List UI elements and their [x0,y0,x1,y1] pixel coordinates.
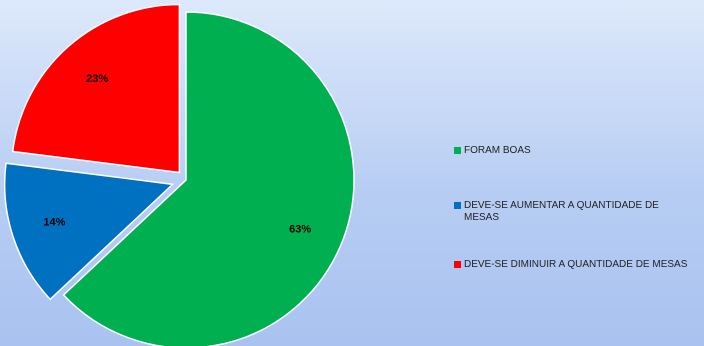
legend-label-aumentar-mesas: DEVE-SE AUMENTAR A QUANTIDADE DE MESAS [464,200,659,223]
legend-item-aumentar-mesas: DEVE-SE AUMENTAR A QUANTIDADE DE MESAS [454,200,679,224]
legend-label-foram-boas: FORAM BOAS [464,145,531,156]
legend-item-diminuir-mesas: DEVE-SE DIMINUIR A QUANTIDADE DE MESAS [454,259,704,271]
legend: FORAM BOAS DEVE-SE AUMENTAR A QUANTIDADE… [454,0,704,346]
legend-item-foram-boas: FORAM BOAS [454,145,704,157]
legend-swatch-diminuir-mesas [454,261,461,268]
legend-swatch-aumentar-mesas [454,202,461,209]
pie-chart: 63% 14% 23% [3,3,355,346]
data-label-aumentar-mesas: 14% [43,217,65,229]
pie-slice-foram-boas [62,11,355,346]
data-label-foram-boas: 63% [289,223,311,235]
pie-slice-diminuir-mesas [11,3,181,174]
legend-swatch-foram-boas [454,147,461,154]
data-label-diminuir-mesas: 23% [86,73,108,85]
pie-slice-aumentar-mesas [3,162,175,301]
legend-label-diminuir-mesas: DEVE-SE DIMINUIR A QUANTIDADE DE MESAS [464,259,688,270]
